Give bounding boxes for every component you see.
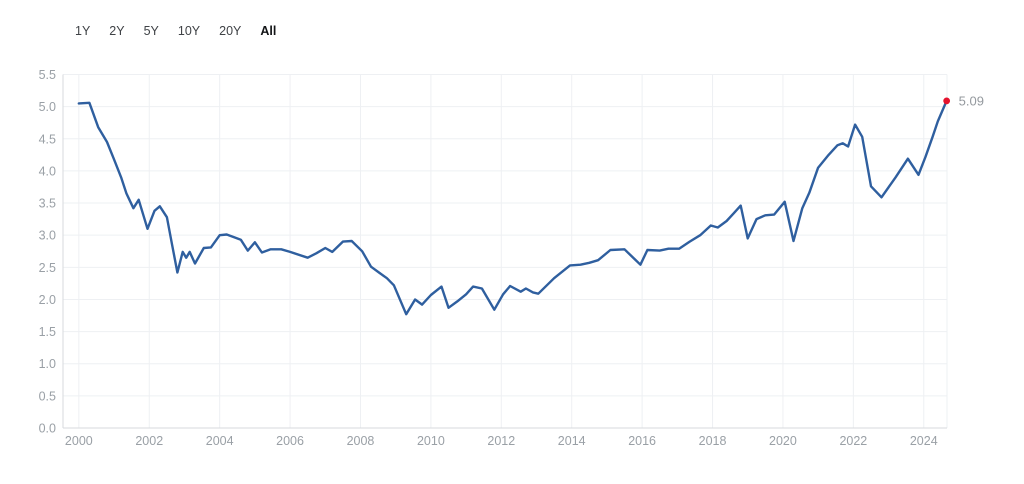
x-tick-label: 2012 [487,434,515,448]
range-button-all[interactable]: All [260,24,277,38]
data-line [77,99,948,316]
x-tick-label: 2006 [276,434,304,448]
x-tick-label: 2014 [558,434,586,448]
x-tick-label: 2024 [910,434,938,448]
y-tick-label: 2.0 [39,293,56,307]
x-tick-label: 2016 [628,434,656,448]
range-button-5y[interactable]: 5Y [143,24,159,38]
x-tick-label: 2004 [206,434,234,448]
line-chart: 0.0 0.5 1.0 1.5 2.0 2.5 3.0 3.5 4.0 4.5 5.0 5.5 2000… [0,52,1024,462]
last-point-dot [943,97,951,105]
y-tick-label: 4.5 [39,132,56,146]
y-tick-label: 1.0 [39,357,56,371]
x-tick-label: 2010 [417,434,445,448]
x-tick-label: 2002 [135,434,163,448]
x-tick-label: 2008 [347,434,375,448]
y-tick-label: 5.0 [39,100,56,114]
range-button-1y[interactable]: 1Y [75,24,91,38]
range-button-10y[interactable]: 10Y [177,24,201,38]
y-tick-label: 4.0 [39,164,56,178]
x-tick-label: 2000 [65,434,93,448]
time-range-selector: 1Y 2Y 5Y 10Y 20Y All [75,22,276,40]
y-tick-label: 1.5 [39,325,56,339]
range-button-2y[interactable]: 2Y [109,24,125,38]
x-tick-label: 2018 [699,434,727,448]
x-tick-label: 2022 [839,434,867,448]
y-tick-label: 0.5 [39,389,56,403]
y-tick-label: 5.5 [39,68,56,82]
x-tick-label: 2020 [769,434,797,448]
range-button-20y[interactable]: 20Y [219,24,242,38]
y-tick-label: 3.5 [39,197,56,211]
line-chart-svg: 0.0 0.5 1.0 1.5 2.0 2.5 3.0 3.5 4.0 4.5 5.0 5.5 2000… [39,68,984,448]
y-tick-label: 3.0 [39,229,56,243]
current-value-label: 5.09 [959,93,984,108]
y-tick-label: 2.5 [39,261,56,275]
y-tick-label: 0.0 [39,422,56,436]
